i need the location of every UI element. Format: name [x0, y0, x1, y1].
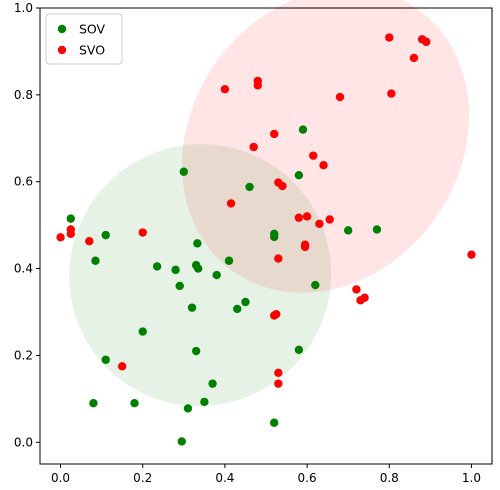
- point-sov: [66, 214, 76, 223]
- point-svo: [274, 379, 283, 388]
- point-sov: [187, 303, 197, 312]
- point-svo: [309, 151, 318, 160]
- point-sov: [138, 327, 147, 336]
- point-sov: [294, 171, 304, 180]
- point-sov: [194, 264, 203, 273]
- point-sov: [101, 355, 110, 364]
- y-tick-label: 0.0: [14, 435, 33, 449]
- point-svo: [56, 233, 65, 242]
- legend: SOV SVO: [45, 13, 123, 65]
- point-sov: [175, 281, 184, 291]
- point-svo: [117, 362, 127, 371]
- point-svo: [387, 89, 396, 98]
- point-sov: [224, 256, 234, 265]
- ellipse-svo: [182, 0, 470, 293]
- point-sov: [270, 232, 279, 242]
- ellipse-sov: [69, 144, 332, 406]
- point-sov: [245, 182, 254, 192]
- point-svo: [467, 250, 476, 259]
- plot-frame: [39, 7, 493, 465]
- point-svo: [335, 92, 345, 102]
- point-svo: [325, 215, 334, 224]
- x-tick-label: 0.4: [215, 471, 234, 485]
- legend-label-svo: SVO: [79, 43, 105, 58]
- confidence-ellipses: [69, 0, 470, 406]
- point-sov: [343, 226, 353, 235]
- point-svo: [422, 37, 431, 47]
- point-svo: [294, 213, 304, 222]
- x-tick-label: 0.8: [380, 471, 399, 485]
- legend-marker-svo: [57, 45, 67, 55]
- point-sov: [152, 262, 162, 271]
- point-sov: [171, 265, 180, 275]
- point-svo: [319, 161, 328, 170]
- point-sov: [212, 270, 221, 280]
- x-tick-label: 0.0: [51, 471, 70, 485]
- point-sov: [298, 125, 308, 134]
- point-sov: [179, 167, 189, 176]
- y-tick-label: 0.6: [14, 175, 33, 189]
- y-tick-label: 0.8: [14, 88, 33, 102]
- point-svo: [249, 142, 258, 152]
- point-svo: [226, 199, 236, 208]
- point-sov: [101, 230, 110, 240]
- point-sov: [233, 304, 242, 314]
- point-sov: [208, 379, 217, 388]
- y-axis: 0.0 0.2 0.4 0.6 0.8 1.0: [14, 1, 40, 449]
- point-sov: [193, 239, 202, 248]
- x-tick-label: 1.0: [462, 471, 481, 485]
- x-tick-label: 0.2: [133, 471, 152, 485]
- point-sov: [311, 280, 320, 290]
- point-svo: [360, 293, 369, 302]
- legend-label-sov: SOV: [79, 22, 106, 37]
- point-svo: [270, 129, 279, 139]
- y-tick-label: 0.4: [14, 262, 33, 276]
- point-sov: [241, 297, 250, 307]
- point-svo: [138, 228, 147, 237]
- x-tick-label: 0.6: [298, 471, 317, 485]
- point-sov: [372, 225, 382, 234]
- point-sov: [294, 345, 304, 354]
- point-svo: [302, 212, 312, 221]
- point-sov: [191, 346, 201, 356]
- point-sov: [183, 404, 193, 413]
- point-sov: [130, 399, 139, 408]
- point-sov: [177, 437, 186, 446]
- point-svo: [274, 254, 283, 263]
- point-sov: [91, 256, 100, 265]
- point-svo: [220, 85, 230, 94]
- point-svo: [409, 53, 419, 63]
- point-svo: [66, 229, 76, 239]
- point-svo: [274, 368, 283, 377]
- series-svo: [56, 33, 476, 388]
- series-sov: [66, 125, 382, 446]
- point-sov: [200, 397, 209, 407]
- point-svo: [253, 81, 262, 90]
- data-points: [56, 33, 476, 446]
- point-svo: [352, 285, 361, 294]
- legend-marker-sov: [57, 24, 67, 34]
- point-svo: [278, 181, 287, 191]
- point-sov: [89, 399, 98, 408]
- y-tick-label: 0.2: [14, 348, 33, 362]
- point-svo: [315, 219, 324, 229]
- point-svo: [85, 237, 94, 246]
- point-svo: [272, 309, 281, 319]
- point-svo: [300, 240, 310, 249]
- point-sov: [270, 418, 279, 427]
- y-tick-label: 1.0: [14, 1, 33, 15]
- point-svo: [385, 33, 394, 42]
- x-axis: 0.0 0.2 0.4 0.6 0.8 1.0: [51, 464, 481, 485]
